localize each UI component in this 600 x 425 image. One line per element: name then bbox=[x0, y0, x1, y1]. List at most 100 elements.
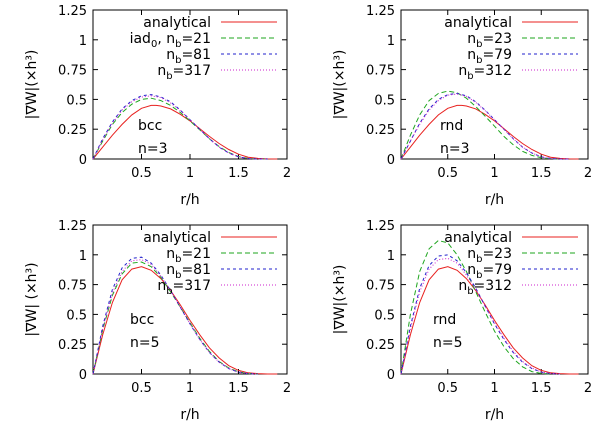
x-axis-label: r/h bbox=[180, 192, 199, 208]
legend-label: nb=81 bbox=[166, 262, 211, 281]
legend-subscript: b bbox=[175, 254, 181, 265]
x-tick-label: 1.5 bbox=[531, 166, 552, 181]
legend-label: nb=23 bbox=[467, 246, 512, 265]
legend-label: nb=79 bbox=[467, 262, 512, 281]
y-tick-label: 0.25 bbox=[58, 338, 87, 353]
x-tick-label: 1 bbox=[186, 381, 194, 396]
chart-panel-2: 0 0.25 0.5 0.75 1 1.25 0.5 1 1.5 2 r/h |∇W|(×h³) ana… bbox=[332, 4, 592, 208]
legend-subscript: b bbox=[166, 286, 172, 297]
legend-text-segment: analytical bbox=[143, 15, 211, 31]
y-tick-label: 0.75 bbox=[58, 279, 87, 294]
series-line-3 bbox=[400, 254, 561, 375]
y-tick-label: 1 bbox=[387, 34, 395, 49]
x-tick-label: 1.5 bbox=[531, 381, 552, 396]
y-tick-label: 0.25 bbox=[366, 338, 395, 353]
series-line-3 bbox=[92, 94, 268, 160]
x-tick-label: 1 bbox=[490, 381, 498, 396]
y-tick-label: 0.25 bbox=[58, 123, 87, 138]
legend-text-segment: n bbox=[467, 31, 476, 47]
legend-label: nb=312 bbox=[458, 63, 512, 82]
legend-text-segment: n bbox=[157, 63, 166, 79]
legend-label: iad0, nb=21 bbox=[130, 31, 211, 50]
legend-text-segment: iad bbox=[130, 31, 151, 47]
legend-text-segment: n bbox=[467, 262, 476, 278]
legend-text-segment: n bbox=[166, 246, 175, 262]
legend-label: nb=312 bbox=[458, 278, 512, 297]
legend-subscript: b bbox=[476, 55, 482, 66]
legend-subscript: b bbox=[467, 71, 473, 82]
legend-label: analytical bbox=[444, 230, 512, 246]
y-tick-label: 0.5 bbox=[374, 93, 395, 108]
legend-subscript: b bbox=[476, 270, 482, 281]
legend-subscript: b bbox=[467, 286, 473, 297]
series-line-2 bbox=[400, 90, 561, 160]
series-line-4 bbox=[400, 93, 570, 160]
y-tick-label: 0.75 bbox=[366, 279, 395, 294]
legend-label: nb=317 bbox=[157, 278, 211, 297]
legend-text-segment: =81 bbox=[181, 262, 211, 278]
annotation-lattice: rnd bbox=[440, 118, 463, 134]
series-line-1 bbox=[400, 266, 579, 375]
legend-text-segment: n bbox=[166, 262, 175, 278]
legend-label: nb=79 bbox=[467, 47, 512, 66]
legend-label: nb=21 bbox=[166, 246, 211, 265]
legend-text-segment: =21 bbox=[181, 31, 211, 47]
legend-text-segment: =23 bbox=[482, 31, 512, 47]
legend-label: nb=23 bbox=[467, 31, 512, 50]
legend-text-segment: , n bbox=[157, 31, 175, 47]
y-tick-label: 0.5 bbox=[66, 308, 87, 323]
legend-label: nb=317 bbox=[157, 63, 211, 82]
series-line-1 bbox=[92, 266, 278, 375]
y-tick-label: 0.5 bbox=[66, 93, 87, 108]
y-tick-label: 0.75 bbox=[366, 64, 395, 79]
x-tick-label: 2 bbox=[283, 166, 291, 181]
x-tick-label: 1 bbox=[186, 166, 194, 181]
legend-subscript: b bbox=[175, 55, 181, 66]
series-line-4 bbox=[400, 257, 561, 375]
legend-text-segment: n bbox=[166, 47, 175, 63]
legend-text-segment: analytical bbox=[143, 230, 211, 246]
legend-text-segment: n bbox=[458, 278, 467, 294]
legend-label: analytical bbox=[143, 15, 211, 31]
legend-subscript: 0 bbox=[151, 39, 157, 50]
x-axis-label: r/h bbox=[485, 192, 504, 208]
y-tick-label: 1.25 bbox=[58, 4, 87, 19]
legend-subscript: b bbox=[166, 71, 172, 82]
y-tick-label: 0 bbox=[79, 153, 87, 168]
annotation-n: n=5 bbox=[433, 335, 463, 351]
y-tick-label: 1 bbox=[387, 249, 395, 264]
legend-label: nb=81 bbox=[166, 47, 211, 66]
annotation-n: n=3 bbox=[440, 141, 470, 157]
chart-panel-3: 0 0.25 0.5 0.75 1 1.25 0.5 1 1.5 2 r/h |∇W| (×h³) an… bbox=[24, 219, 291, 423]
chart-panel-1: 0 0.25 0.5 0.75 1 1.25 0.5 1 1.5 2 r/h |∇W|(×h³) ana… bbox=[24, 4, 291, 208]
series-line-2 bbox=[92, 97, 268, 160]
annotation-lattice: bcc bbox=[138, 118, 162, 134]
legend-text-segment: =23 bbox=[482, 246, 512, 262]
legend-label: analytical bbox=[143, 230, 211, 246]
y-tick-label: 1.25 bbox=[366, 219, 395, 234]
y-tick-label: 1 bbox=[79, 249, 87, 264]
y-tick-label: 1 bbox=[79, 34, 87, 49]
y-tick-label: 0.75 bbox=[58, 64, 87, 79]
series-line-2 bbox=[400, 239, 551, 375]
legend-text-segment: analytical bbox=[444, 15, 512, 31]
series-line-4 bbox=[92, 95, 268, 160]
y-tick-label: 1.25 bbox=[366, 4, 395, 19]
y-tick-label: 0 bbox=[79, 368, 87, 383]
legend-text-segment: analytical bbox=[444, 230, 512, 246]
y-axis-label: |∇W|(×h³) bbox=[24, 50, 40, 120]
x-tick-label: 1.5 bbox=[228, 381, 249, 396]
annotation-lattice: bcc bbox=[130, 312, 154, 328]
series-line-3 bbox=[400, 92, 570, 160]
legend-subscript: b bbox=[476, 39, 482, 50]
y-axis-label: |∇W| (×h³) bbox=[24, 262, 40, 336]
annotation-n: n=5 bbox=[130, 335, 160, 351]
chart-panel-4: 0 0.25 0.5 0.75 1 1.25 0.5 1 1.5 2 r/h |∇W|(×h³) ana… bbox=[332, 219, 592, 423]
series-line-3 bbox=[92, 256, 258, 375]
legend-text-segment: =317 bbox=[173, 278, 211, 294]
x-tick-label: 0.5 bbox=[131, 166, 152, 181]
x-tick-label: 1.5 bbox=[228, 166, 249, 181]
y-tick-label: 0 bbox=[387, 153, 395, 168]
legend-subscript: b bbox=[175, 39, 181, 50]
